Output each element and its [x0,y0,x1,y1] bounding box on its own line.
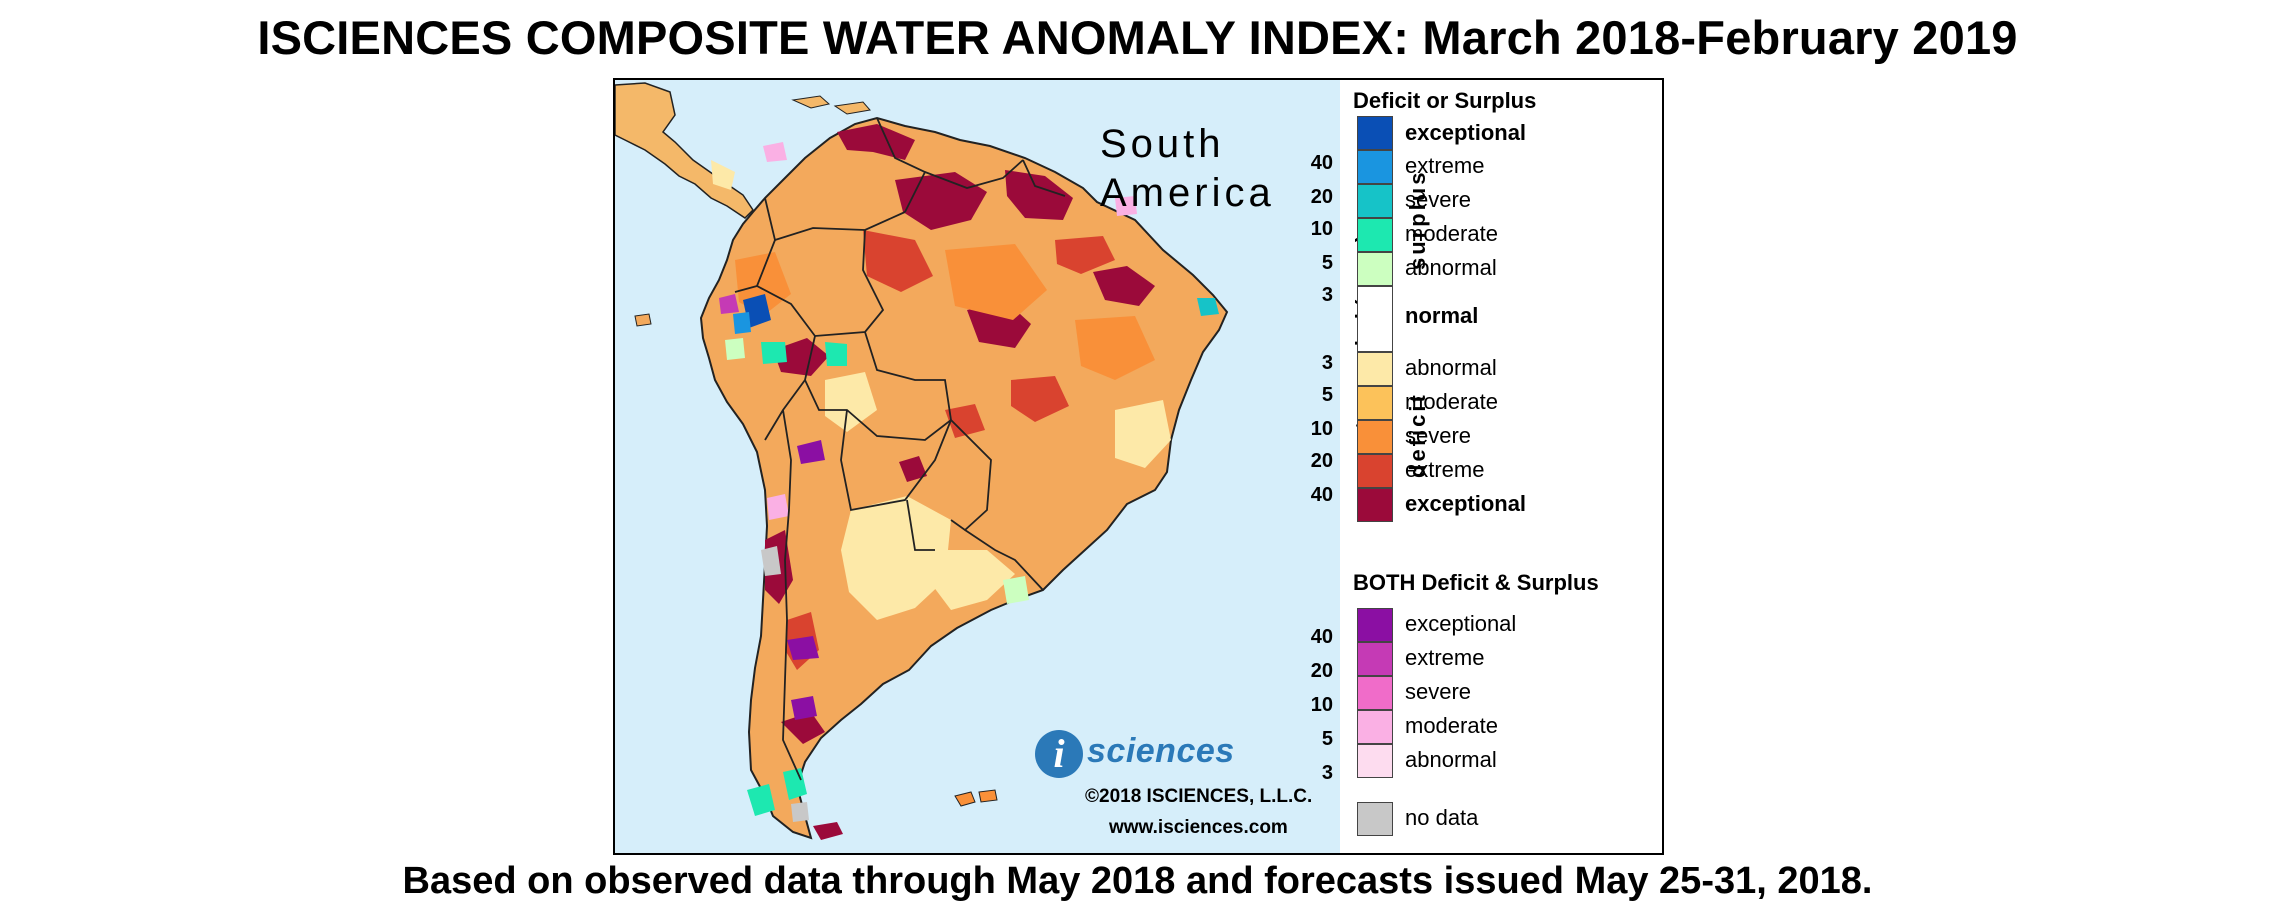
country-borders [734,117,1066,781]
falkland-islands [954,791,976,807]
legend-swatch-both-extreme [1357,642,1393,676]
legend-label: abnormal [1405,255,1497,280]
surplus-tick: 40 [1310,152,1333,174]
deficit-tick: 40 [1310,484,1333,506]
south-america-map [615,82,1229,840]
deficit-tick: 5 [1321,384,1333,406]
legend-swatch-both-moderate [1357,710,1393,744]
legend-label: severe [1405,423,1472,448]
map-title: ISCIENCES COMPOSITE WATER ANOMALY INDEX:… [257,11,2018,64]
both-tick: 5 [1321,728,1333,750]
legend-label: extreme [1405,153,1485,178]
region-label-line2: America [1100,171,1275,215]
surplus-tick: 10 [1310,218,1333,240]
surplus-areas [725,294,1219,816]
both-tick: 20 [1310,660,1333,682]
no-data-area [761,546,781,576]
legend-label: exceptional [1405,611,1517,636]
legend-swatch-surplus-extreme [1357,150,1393,184]
both-tick: 40 [1310,626,1333,648]
legend-label: extreme [1405,457,1485,482]
both-tick: 3 [1321,762,1333,784]
legend-label-normal: normal [1405,303,1479,328]
legend-swatch-deficit-abnormal [1357,352,1393,386]
surplus-tick: 5 [1321,252,1333,274]
logo-name: sciences [1087,732,1235,770]
legend-swatch-both-abnormal [1357,744,1393,778]
legend-swatch-no-data [1357,802,1393,836]
both-deficit-surplus-areas [719,142,1137,720]
legend-swatch-normal [1357,286,1393,352]
region-label-line1: South [1100,122,1225,166]
region-label: South America [1100,120,1275,218]
legend-label: moderate [1405,713,1498,738]
deficit-tick: 3 [1321,352,1333,374]
central-america-landmass [615,82,754,219]
surplus-tick: 20 [1310,186,1333,208]
map-panel[interactable]: South America i sciences ©2018 ISCIENCES… [615,80,1340,853]
legend-label: exceptional [1405,120,1527,145]
galapagos-islands [634,313,652,327]
legend-label: severe [1405,187,1472,212]
website-link[interactable]: www.isciences.com [1109,817,1288,838]
legend-label: severe [1405,679,1472,704]
copyright-text: ©2018 ISCIENCES, L.L.C. [1085,786,1313,807]
falkland-islands [978,789,998,803]
legend-both-heading: BOTH Deficit & Surplus [1353,570,1599,595]
deficit-tick: 10 [1310,418,1333,440]
map-frame: South America i sciences ©2018 ISCIENCES… [613,78,1664,855]
legend-label: exceptional [1405,491,1527,516]
legend-label: abnormal [1405,747,1497,772]
logo-badge: i [1035,730,1083,778]
legend-label: abnormal [1405,355,1497,380]
legend-swatch-deficit-moderate [1357,386,1393,420]
legend-swatch-surplus-severe [1357,184,1393,218]
legend-label: extreme [1405,645,1485,670]
isciences-logo: i sciences [1035,730,1245,780]
abnormal-deficit-areas [711,160,1171,620]
no-data-area [791,802,809,822]
map-subtitle: Based on observed data through May 2018 … [402,860,1873,902]
legend-swatch-deficit-severe [1357,420,1393,454]
surplus-tick: 3 [1321,284,1333,306]
legend-panel [1340,80,1662,853]
caribbean-island [791,95,831,109]
deficit-tick: 20 [1310,450,1333,472]
legend-label: moderate [1405,389,1498,414]
legend-label-no-data: no data [1405,805,1479,830]
legend-swatch-surplus-abnormal [1357,252,1393,286]
caribbean-island [833,101,871,115]
south-america-landmass [699,116,1229,840]
legend-swatch-both-severe [1357,676,1393,710]
legend-swatch-deficit-exceptional [1357,488,1393,522]
legend-swatch-surplus-exceptional [1357,116,1393,150]
legend-swatch-deficit-extreme [1357,454,1393,488]
legend-deficit-surplus-heading: Deficit or Surplus [1353,88,1537,113]
legend-swatch-surplus-moderate [1357,218,1393,252]
both-tick: 10 [1310,694,1333,716]
legend-label: moderate [1405,221,1498,246]
legend-swatch-both-exceptional [1357,608,1393,642]
